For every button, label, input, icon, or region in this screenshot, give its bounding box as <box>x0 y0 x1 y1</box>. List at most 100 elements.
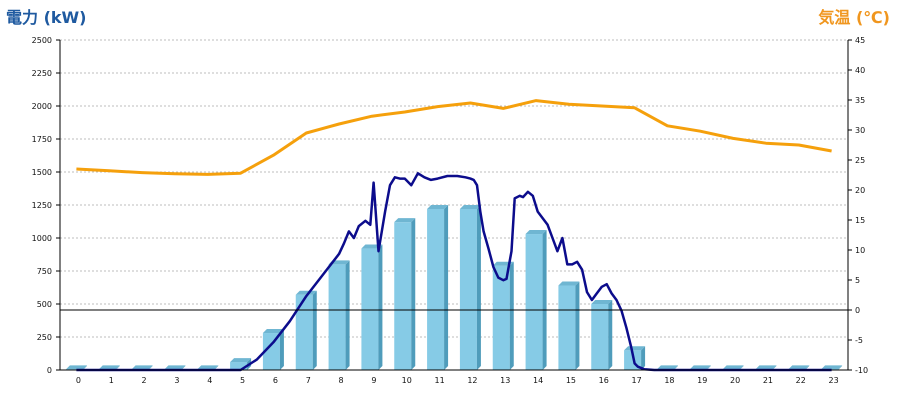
bar-top <box>788 365 810 370</box>
right-tick-label: 0 <box>855 306 860 315</box>
left-tick-label: 750 <box>37 267 52 276</box>
x-tick-label: 0 <box>76 376 81 385</box>
right-tick-label: 20 <box>855 186 865 195</box>
left-tick-label: 0 <box>47 366 52 375</box>
x-tick-label: 19 <box>697 376 707 385</box>
bar <box>427 204 449 370</box>
bar-side <box>542 230 547 370</box>
bar-side <box>608 300 613 370</box>
bar-front <box>591 304 609 370</box>
bar-front <box>558 285 576 370</box>
bar-series <box>65 204 843 370</box>
bar-front <box>427 208 445 370</box>
bar-top <box>755 365 777 370</box>
bar-side <box>641 346 646 370</box>
bar <box>459 204 481 370</box>
bar-front <box>459 208 477 370</box>
right-tick-label: 35 <box>855 96 865 105</box>
bar <box>262 329 284 370</box>
bar <box>361 244 383 370</box>
left-tick-label: 1750 <box>32 135 52 144</box>
bar-front <box>295 294 313 370</box>
bar-side <box>838 365 843 370</box>
right-tick-label: 40 <box>855 66 865 75</box>
bar-top <box>295 290 317 295</box>
right-tick-label: 25 <box>855 156 865 165</box>
left-tick-label: 2000 <box>32 102 52 111</box>
right-tick-label: 10 <box>855 246 865 255</box>
right-tick-label: 5 <box>855 276 860 285</box>
x-tick-label: 13 <box>500 376 510 385</box>
right-tick-label: -5 <box>855 336 863 345</box>
x-tick-label: 14 <box>533 376 543 385</box>
bar <box>558 281 580 370</box>
right-tick-label: 45 <box>855 36 865 45</box>
bar-side <box>279 329 284 370</box>
bar-top <box>197 365 219 370</box>
x-tick-label: 17 <box>631 376 641 385</box>
bar-top <box>722 365 744 370</box>
grid-lines <box>60 39 848 338</box>
bar-top <box>821 365 843 370</box>
tick-labels: 0 250 5 0 0 750 1000 1250 1500 1750 2000 2250 2500 -1… <box>32 36 868 385</box>
bar-side <box>312 290 317 370</box>
x-tick-label: 6 <box>273 376 278 385</box>
bar-front <box>361 248 379 370</box>
right-tick-label: 15 <box>855 216 865 225</box>
x-tick-label: 12 <box>467 376 477 385</box>
x-tick-label: 7 <box>306 376 311 385</box>
bar-side <box>444 204 449 370</box>
x-tick-label: 3 <box>174 376 179 385</box>
bar-front <box>394 222 412 370</box>
x-tick-label: 20 <box>730 376 740 385</box>
bar <box>492 261 514 370</box>
bar-side <box>509 261 514 370</box>
bar-top <box>394 218 416 223</box>
power-line <box>76 172 832 372</box>
bar-side <box>345 260 350 370</box>
bar-top <box>65 365 87 370</box>
right-tick-label: 30 <box>855 126 865 135</box>
bar-front <box>230 362 248 370</box>
x-tick-label: 21 <box>763 376 773 385</box>
bar-top <box>427 204 449 209</box>
bar-top <box>656 365 678 370</box>
left-tick-label: 2250 <box>32 69 52 78</box>
x-tick-label: 4 <box>207 376 212 385</box>
bar-front <box>492 265 510 370</box>
x-tick-label: 5 <box>240 376 245 385</box>
bar-front <box>328 264 346 370</box>
x-tick-label: 16 <box>599 376 609 385</box>
x-tick-label: 8 <box>339 376 344 385</box>
bar-top <box>525 230 547 235</box>
bar-top <box>131 365 153 370</box>
left-tick-label: 1500 <box>32 168 52 177</box>
bar-front <box>262 333 280 370</box>
left-tick-label: 1000 <box>32 234 52 243</box>
right-axis-title: 気温 (℃) <box>818 8 890 27</box>
bar <box>525 230 547 370</box>
bar-top <box>459 204 481 209</box>
x-tick-label: 23 <box>828 376 838 385</box>
x-tick-label: 2 <box>142 376 147 385</box>
axes <box>56 39 852 371</box>
right-tick-label: -10 <box>855 366 868 375</box>
bar-top <box>230 358 252 363</box>
bar-side <box>378 244 383 370</box>
temperature-line <box>76 99 832 176</box>
bar-top <box>624 346 646 351</box>
bar-top <box>98 365 120 370</box>
line-series <box>76 99 832 372</box>
left-tick-label: 1250 <box>32 201 52 210</box>
bar-top <box>262 329 284 334</box>
x-tick-label: 10 <box>402 376 412 385</box>
bar-side <box>476 204 481 370</box>
bar <box>591 300 613 370</box>
left-tick-label: 250 <box>37 333 52 342</box>
bar-top <box>591 300 613 304</box>
x-tick-label: 22 <box>796 376 806 385</box>
left-tick-label: 2500 <box>32 36 52 45</box>
x-tick-label: 11 <box>434 376 444 385</box>
bar <box>328 260 350 370</box>
